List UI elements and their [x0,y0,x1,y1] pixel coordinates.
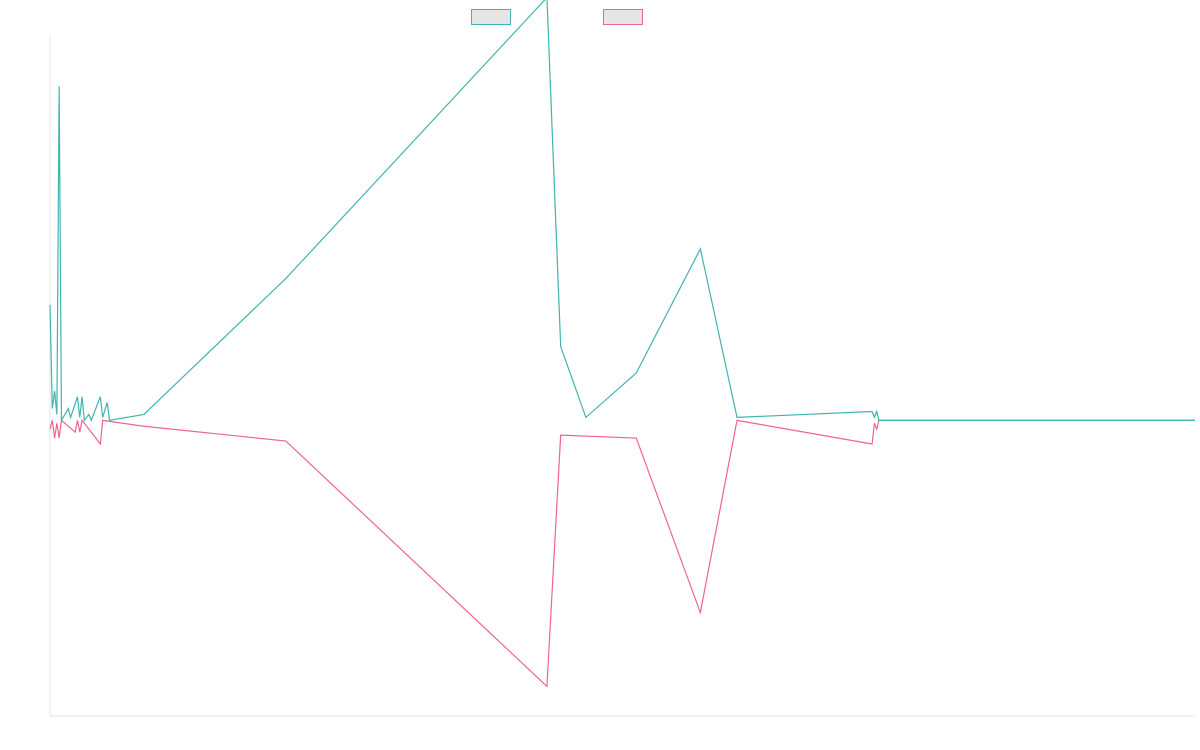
legend [471,9,643,25]
legend-swatch-series-1[interactable] [471,9,511,25]
legend-swatch-series-2[interactable] [603,9,643,25]
series-layer [49,0,1195,688]
series-line-1[interactable] [49,0,1195,423]
axes [49,36,1195,717]
series-line-2[interactable] [49,418,1195,688]
